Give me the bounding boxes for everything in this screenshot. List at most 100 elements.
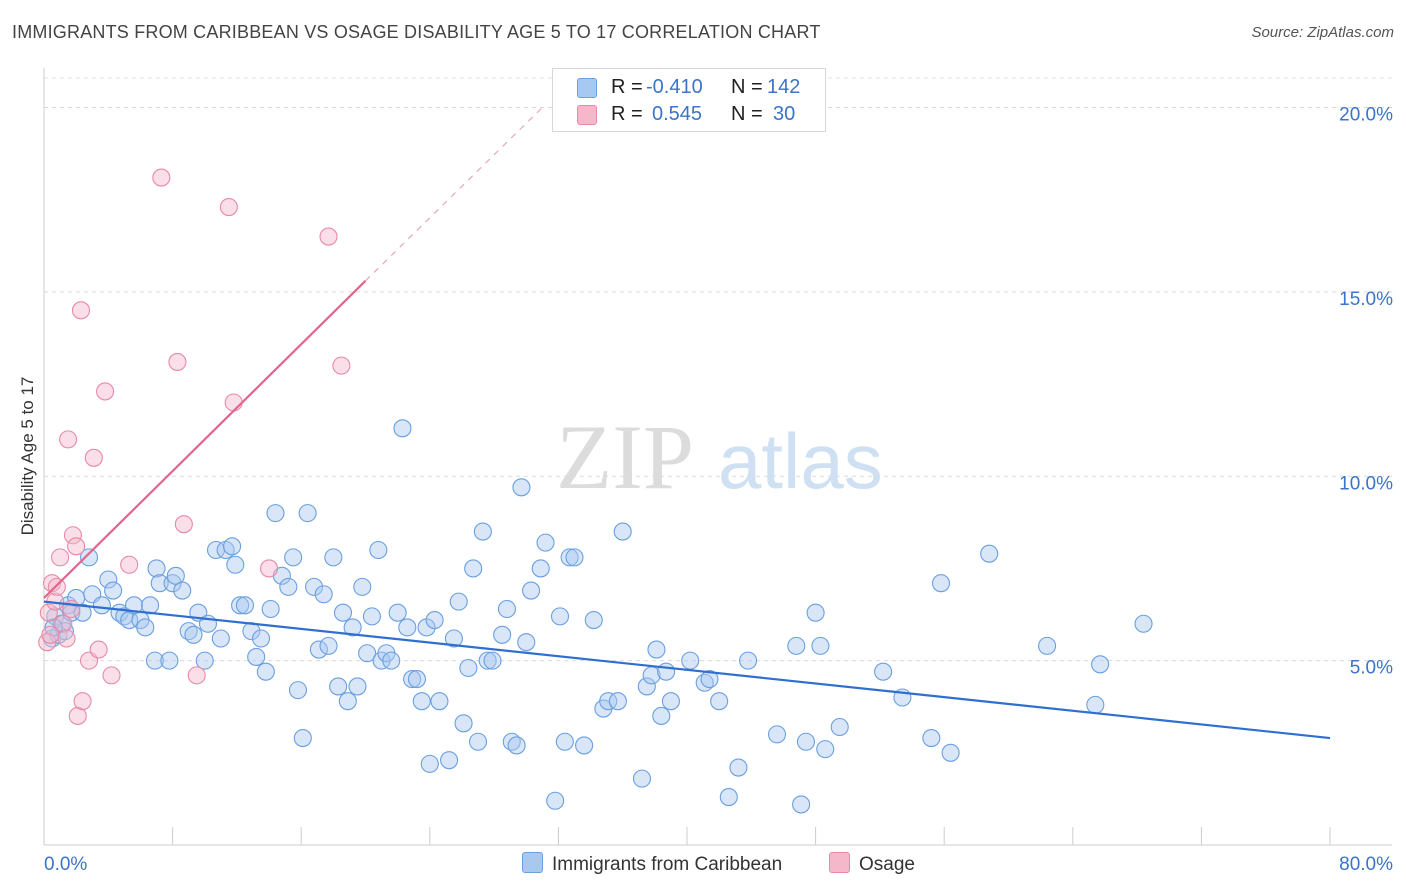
point-caribbean	[497, 599, 517, 619]
point-caribbean	[931, 574, 951, 593]
point-caribbean	[550, 607, 570, 626]
point-osage	[63, 526, 82, 545]
point-osage	[59, 430, 78, 449]
point-caribbean	[787, 636, 806, 655]
point-osage	[96, 382, 115, 401]
point-caribbean	[430, 692, 449, 711]
point-caribbean	[362, 607, 381, 626]
point-caribbean	[1091, 655, 1110, 674]
legend-label-caribbean: Immigrants from Caribbean	[552, 854, 783, 875]
y-tick-label: 15.0%	[1339, 289, 1393, 310]
point-caribbean	[173, 581, 192, 600]
point-caribbean	[657, 662, 676, 681]
point-osage	[68, 706, 87, 725]
point-osage	[102, 666, 121, 685]
point-caribbean	[449, 592, 468, 611]
point-caribbean	[536, 533, 555, 552]
point-caribbean	[440, 751, 459, 770]
point-caribbean	[700, 670, 719, 689]
point-caribbean	[104, 581, 123, 600]
point-caribbean	[231, 596, 250, 615]
point-caribbean	[136, 618, 155, 637]
point-caribbean	[681, 651, 700, 670]
point-caribbean	[816, 740, 835, 759]
point-caribbean	[211, 629, 230, 648]
point-osage	[67, 537, 86, 556]
point-caribbean	[333, 603, 353, 622]
trend-lines	[43, 107, 1331, 740]
point-caribbean	[348, 677, 367, 696]
point-caribbean	[584, 611, 603, 630]
x-tick-label: 0.0%	[44, 854, 87, 875]
point-caribbean	[1134, 614, 1153, 633]
legend-item-osage[interactable]: Osage	[829, 852, 915, 876]
point-osage	[219, 198, 238, 217]
legend-item-caribbean[interactable]: Immigrants from Caribbean	[522, 852, 782, 876]
point-caribbean	[719, 788, 738, 807]
point-caribbean	[710, 692, 729, 711]
point-caribbean	[922, 729, 941, 748]
point-caribbean	[388, 603, 407, 622]
swatch-caribbean	[577, 78, 597, 98]
point-caribbean	[652, 706, 671, 725]
point-caribbean	[796, 732, 816, 751]
point-osage	[120, 555, 139, 574]
point-caribbean	[412, 692, 431, 711]
point-caribbean	[647, 640, 666, 659]
point-caribbean	[637, 677, 656, 696]
point-caribbean	[338, 692, 357, 711]
point-caribbean	[599, 692, 618, 711]
point-caribbean	[806, 603, 825, 622]
point-caribbean	[279, 577, 298, 596]
y-tick-label: 5.0%	[1350, 658, 1393, 679]
point-caribbean	[92, 596, 111, 615]
point-caribbean	[1038, 636, 1057, 655]
y-tick-label: 10.0%	[1339, 473, 1393, 494]
watermark-atlas: atlas	[718, 417, 883, 505]
point-osage	[319, 227, 338, 246]
point-caribbean	[483, 651, 502, 670]
legend-label-osage: Osage	[859, 854, 915, 875]
point-caribbean	[261, 599, 280, 619]
point-osage	[84, 448, 103, 467]
point-caribbean	[811, 636, 830, 655]
point-caribbean	[444, 629, 463, 648]
point-caribbean	[99, 570, 118, 589]
trend-line-osage-extension	[365, 107, 543, 282]
point-caribbean	[608, 692, 627, 711]
point-caribbean	[358, 644, 377, 663]
point-caribbean	[565, 548, 584, 567]
point-caribbean	[575, 736, 594, 755]
point-caribbean	[632, 769, 652, 788]
point-caribbean	[792, 795, 811, 814]
point-osage	[187, 666, 206, 685]
point-caribbean	[398, 618, 417, 637]
point-osage	[174, 515, 193, 534]
point-osage	[54, 614, 73, 633]
x-tick-label: 80.0%	[1339, 854, 1393, 875]
point-caribbean	[256, 662, 275, 681]
point-caribbean	[305, 577, 324, 596]
point-caribbean	[613, 522, 632, 541]
point-caribbean	[661, 692, 680, 711]
point-caribbean	[298, 504, 317, 523]
point-osage	[152, 168, 171, 187]
n-label: N =	[731, 76, 763, 98]
r-label: R =	[611, 103, 643, 125]
point-caribbean	[223, 537, 242, 556]
tick-labels: 5.0% 10.0% 15.0% 20.0% 0.0% 80.0%	[44, 105, 1393, 876]
watermark-zip: ZIP	[556, 406, 694, 508]
trend-line-osage	[43, 280, 367, 599]
n-label: N =	[731, 103, 763, 125]
point-caribbean	[517, 633, 536, 652]
point-caribbean	[729, 758, 748, 777]
point-caribbean	[147, 559, 166, 578]
point-osage	[71, 301, 91, 320]
gridlines	[44, 77, 1392, 662]
point-caribbean	[980, 544, 999, 563]
point-caribbean	[382, 651, 401, 670]
trend-line-caribbean	[43, 600, 1331, 740]
point-caribbean	[493, 625, 512, 644]
point-caribbean	[314, 585, 333, 604]
point-osage	[73, 692, 92, 711]
